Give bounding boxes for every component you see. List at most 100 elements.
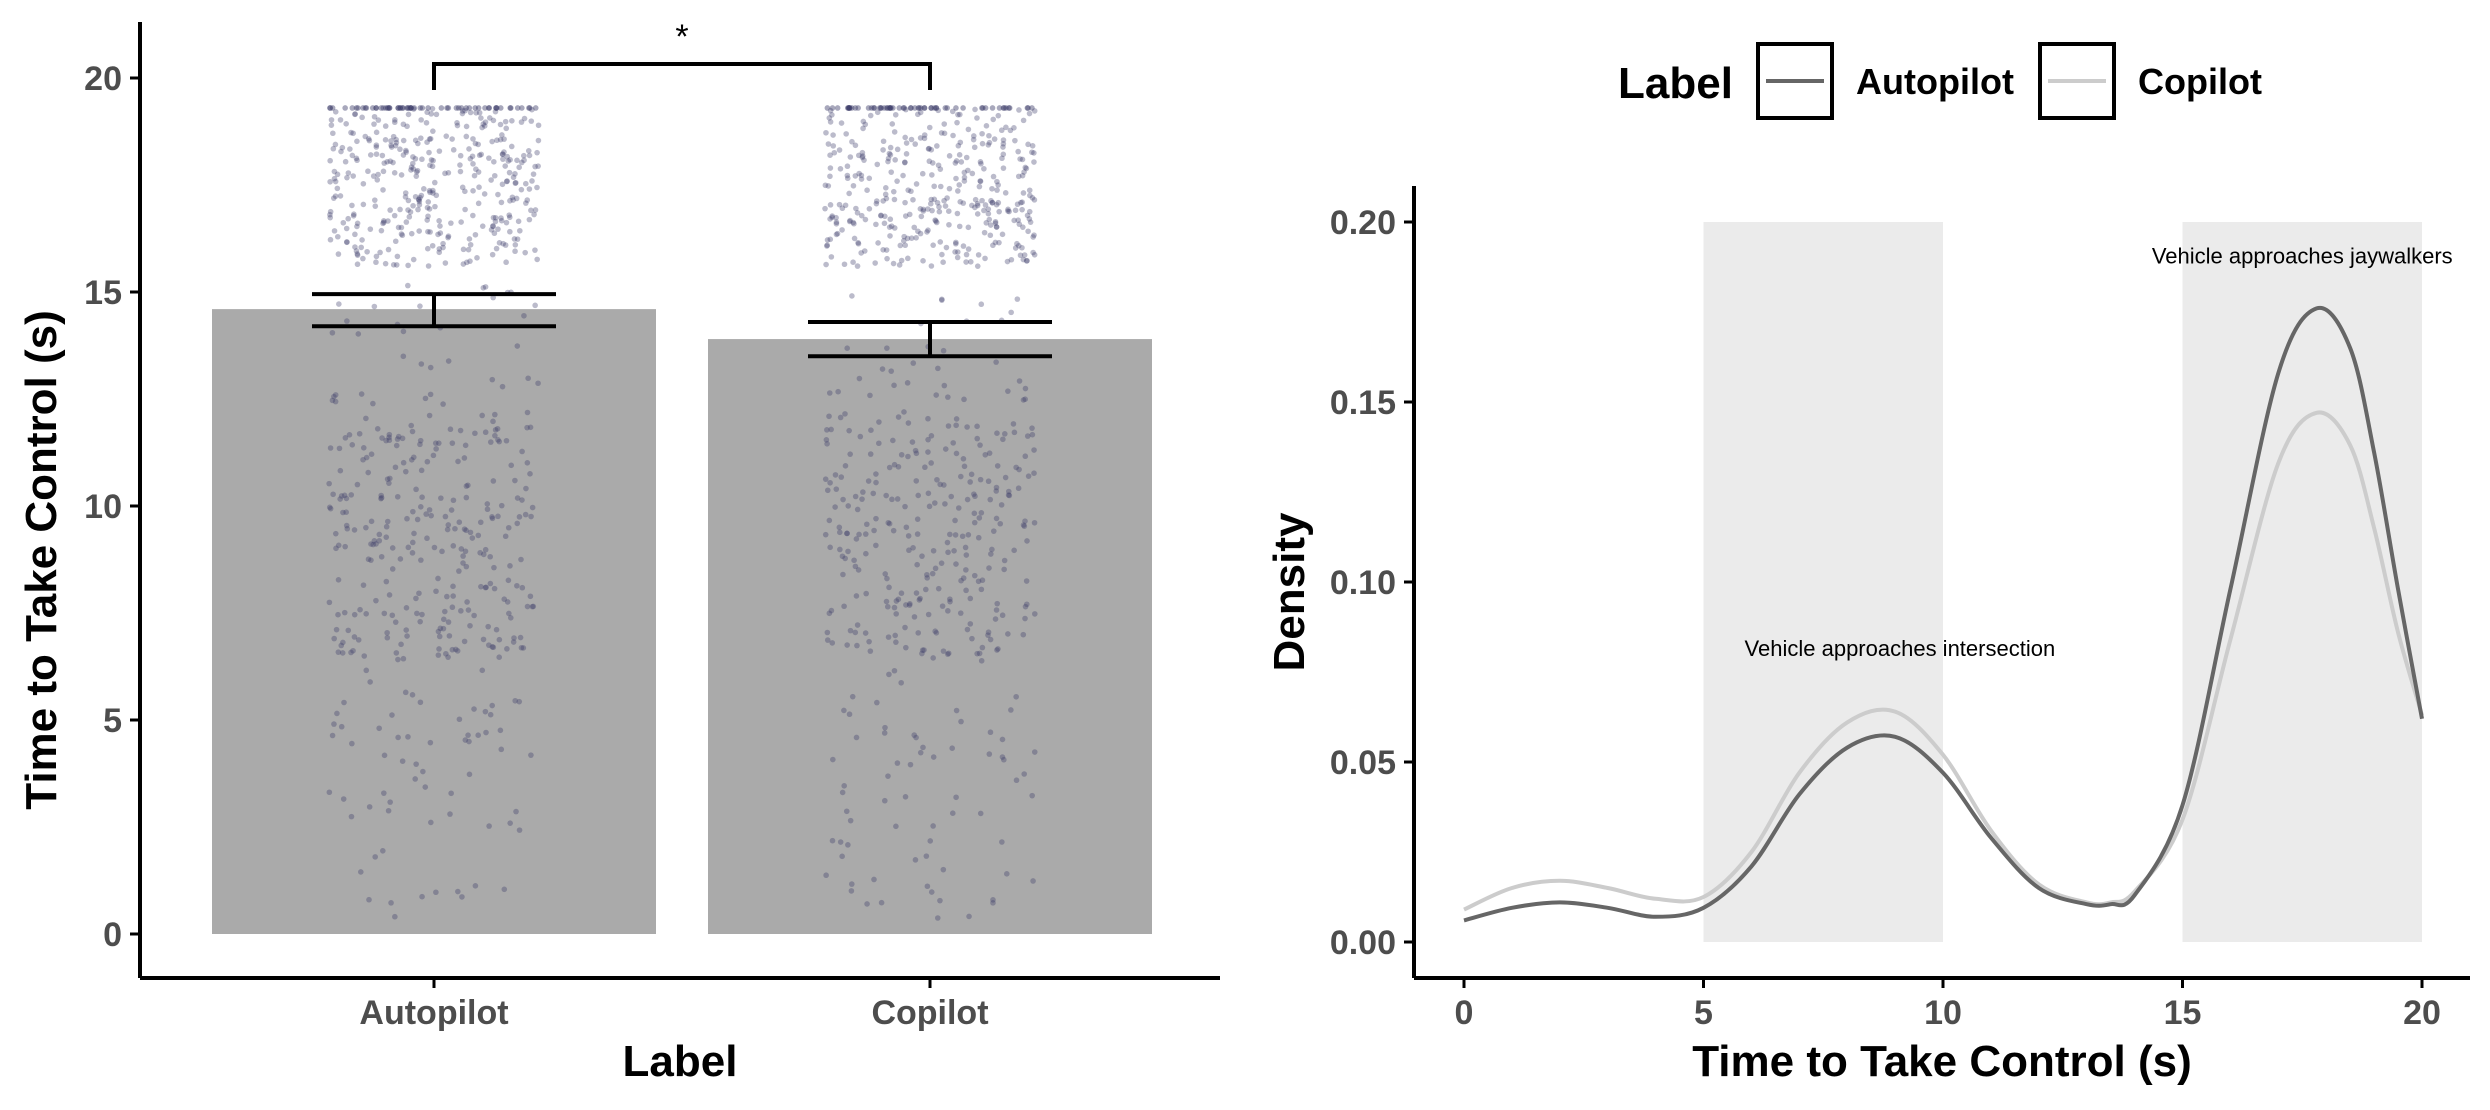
data-point [344, 239, 350, 245]
data-point [479, 667, 486, 674]
data-point [841, 603, 847, 610]
data-point [839, 553, 846, 560]
data-point [988, 551, 994, 557]
data-point [905, 255, 911, 262]
data-point [1001, 431, 1008, 437]
data-point [883, 492, 889, 499]
annotation-jaywalkers: Vehicle approaches jaywalkers [2152, 243, 2453, 268]
data-point [386, 480, 392, 486]
data-point [979, 140, 986, 147]
data-point [889, 496, 895, 503]
data-point [529, 178, 535, 184]
data-point [969, 170, 976, 177]
data-point [493, 245, 500, 252]
data-point [1016, 378, 1023, 384]
data-point [958, 718, 964, 725]
data-point [488, 177, 494, 183]
data-point [912, 105, 918, 111]
data-point [963, 552, 970, 558]
data-point [974, 115, 980, 121]
data-point [992, 239, 999, 246]
data-point [353, 105, 360, 111]
data-point [1013, 693, 1019, 700]
data-point [886, 224, 893, 230]
data-point [1008, 309, 1014, 316]
data-point [880, 198, 886, 204]
data-point [495, 513, 501, 520]
data-point [882, 213, 888, 220]
data-point [953, 416, 960, 422]
data-point [529, 603, 536, 610]
data-point [480, 121, 487, 127]
data-point [987, 496, 994, 503]
data-point [937, 183, 944, 190]
legend: Label Autopilot Copilot [1618, 42, 2262, 120]
y-tick-label: 0.20 [1330, 204, 1396, 242]
data-point [327, 157, 333, 164]
data-point [523, 200, 529, 206]
data-point [946, 185, 953, 192]
data-point [535, 137, 542, 144]
data-point [1001, 756, 1007, 763]
data-point [835, 388, 841, 395]
data-point [398, 641, 404, 648]
data-point [1025, 141, 1031, 148]
data-point [507, 228, 513, 235]
data-point [403, 604, 410, 611]
data-point [887, 105, 893, 111]
data-point [827, 544, 833, 551]
data-point [888, 169, 895, 175]
data-point [958, 577, 964, 584]
data-point [384, 476, 391, 482]
data-point [944, 105, 950, 111]
data-point [459, 894, 465, 900]
data-point [961, 169, 968, 176]
data-point [391, 212, 398, 219]
data-point [956, 223, 963, 230]
data-point [467, 622, 473, 629]
data-point [532, 105, 539, 111]
data-point [388, 142, 394, 149]
data-point [337, 496, 343, 502]
data-point [844, 642, 850, 648]
data-point [385, 218, 391, 224]
data-point [352, 111, 358, 118]
data-point [1005, 208, 1011, 214]
data-point [327, 211, 333, 218]
data-point [851, 220, 857, 227]
data-point [393, 136, 399, 143]
data-point [524, 197, 531, 203]
data-point [868, 105, 875, 111]
data-point [1000, 140, 1007, 147]
data-point [431, 544, 438, 551]
data-point [891, 461, 898, 468]
data-point [853, 734, 860, 741]
data-point [530, 171, 537, 177]
data-point [933, 219, 940, 226]
data-point [868, 427, 874, 433]
data-point [881, 105, 888, 111]
data-point [501, 596, 508, 602]
data-point [397, 206, 403, 213]
data-point [427, 135, 434, 142]
data-point [826, 115, 833, 121]
data-point [512, 697, 518, 704]
data-point [520, 152, 527, 159]
data-point [864, 901, 870, 907]
data-point [521, 157, 527, 164]
data-point [379, 152, 386, 159]
data-point [1031, 108, 1038, 114]
data-point [824, 427, 830, 433]
data-point [941, 121, 948, 127]
data-point [405, 544, 412, 551]
data-point [476, 184, 482, 190]
data-point [427, 391, 434, 398]
data-point [460, 261, 467, 267]
data-point [482, 584, 489, 591]
data-point [330, 491, 336, 498]
data-point [895, 463, 902, 470]
data-point [945, 549, 951, 556]
data-point [963, 259, 969, 265]
data-point [1017, 252, 1024, 259]
data-point [490, 294, 496, 301]
